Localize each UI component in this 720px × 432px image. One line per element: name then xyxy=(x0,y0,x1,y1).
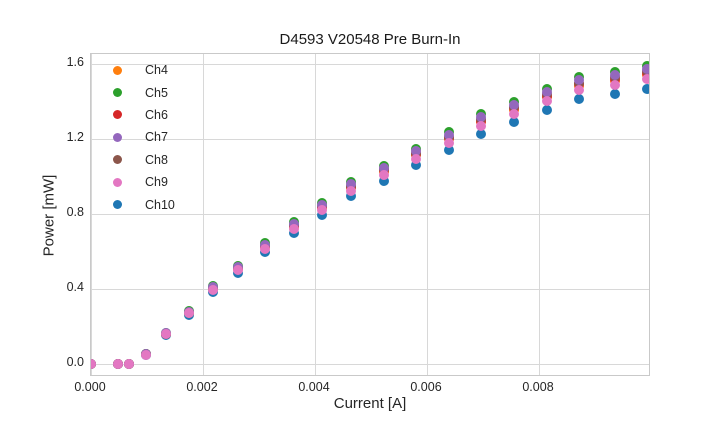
legend-item-ch4: Ch4 xyxy=(107,59,175,81)
point-ch10 xyxy=(316,210,327,221)
legend-label: Ch6 xyxy=(145,107,168,122)
point-ch7 xyxy=(316,199,327,210)
chart-title: D4593 V20548 Pre Burn-In xyxy=(279,31,461,48)
x-tick-label: 0.002 xyxy=(186,380,218,394)
point-ch9 xyxy=(161,329,172,340)
point-ch9 xyxy=(184,308,194,319)
legend-item-ch9: Ch9 xyxy=(107,171,175,193)
x-axis-label: Current [A] xyxy=(333,395,407,412)
point-ch10 xyxy=(508,116,519,127)
point-ch7 xyxy=(443,129,454,140)
gridline-horizontal xyxy=(91,289,649,291)
legend-marker-icon xyxy=(113,88,122,98)
legend-item-ch5: Ch5 xyxy=(107,81,175,103)
point-ch9 xyxy=(91,359,96,370)
point-ch9 xyxy=(642,74,649,85)
point-ch7 xyxy=(508,99,519,110)
x-tick-label: 0.000 xyxy=(74,380,106,394)
legend-label: Ch5 xyxy=(145,85,168,100)
point-ch9 xyxy=(508,108,519,119)
point-ch7 xyxy=(609,70,620,80)
y-tick-label: 0.4 xyxy=(66,280,84,295)
gridline-horizontal xyxy=(91,364,649,366)
legend-marker-icon xyxy=(113,65,122,75)
point-ch7 xyxy=(410,146,421,157)
point-ch7 xyxy=(475,112,486,123)
point-ch10 xyxy=(574,94,585,105)
point-ch9 xyxy=(475,120,486,131)
point-ch7 xyxy=(642,64,649,74)
y-axis-label: Power [mW] xyxy=(40,174,58,257)
gridline-horizontal xyxy=(91,213,649,215)
point-ch10 xyxy=(642,83,649,94)
point-ch9 xyxy=(541,96,552,107)
y-tick-label: 1.2 xyxy=(66,129,84,144)
point-ch9 xyxy=(316,205,327,216)
point-ch9 xyxy=(208,284,219,295)
point-ch10 xyxy=(379,175,390,186)
x-tick-label: 0.004 xyxy=(298,380,330,394)
point-ch9 xyxy=(140,349,151,360)
point-ch10 xyxy=(410,160,421,171)
point-ch10 xyxy=(541,104,552,115)
legend-item-ch8: Ch8 xyxy=(107,149,175,171)
plot-area xyxy=(90,53,650,376)
point-ch7 xyxy=(379,162,390,173)
point-ch9 xyxy=(260,243,271,254)
point-ch10 xyxy=(609,89,620,100)
point-ch9 xyxy=(574,85,585,96)
point-ch10 xyxy=(443,144,454,155)
legend-label: Ch8 xyxy=(145,152,168,167)
point-ch9 xyxy=(410,153,421,164)
legend-item-ch6: Ch6 xyxy=(107,104,175,126)
point-ch9 xyxy=(124,359,135,370)
legend: Ch4 Ch5 Ch6 Ch7 Ch8 Ch9 Ch10 xyxy=(107,59,175,216)
legend-marker-icon xyxy=(113,110,122,120)
y-tick-label: 0.8 xyxy=(66,204,84,219)
point-ch7 xyxy=(346,179,357,190)
legend-label: Ch4 xyxy=(145,63,168,78)
gridline-horizontal xyxy=(91,138,649,140)
legend-label: Ch9 xyxy=(145,175,168,190)
y-tick-label: 1.6 xyxy=(66,54,84,69)
point-ch7 xyxy=(541,87,552,98)
y-tick-label: 0.0 xyxy=(66,355,84,370)
point-ch9 xyxy=(379,169,390,180)
point-ch10 xyxy=(475,128,486,139)
point-ch9 xyxy=(233,265,244,276)
point-ch10 xyxy=(346,191,357,202)
point-ch9 xyxy=(289,224,300,234)
legend-label: Ch10 xyxy=(145,197,175,212)
point-ch9 xyxy=(443,137,454,148)
point-ch9 xyxy=(609,80,620,91)
legend-marker-icon xyxy=(113,132,122,142)
legend-label: Ch7 xyxy=(145,130,168,145)
legend-marker-icon xyxy=(113,177,122,187)
gridline-horizontal xyxy=(91,63,649,65)
legend-marker-icon xyxy=(113,200,122,210)
point-ch7 xyxy=(574,75,585,86)
point-ch9 xyxy=(346,185,357,196)
legend-item-ch10: Ch10 xyxy=(107,193,175,215)
point-ch9 xyxy=(112,359,123,370)
x-tick-label: 0.006 xyxy=(410,380,442,394)
x-tick-label: 0.008 xyxy=(522,380,554,394)
legend-marker-icon xyxy=(113,155,122,165)
legend-item-ch7: Ch7 xyxy=(107,126,175,148)
